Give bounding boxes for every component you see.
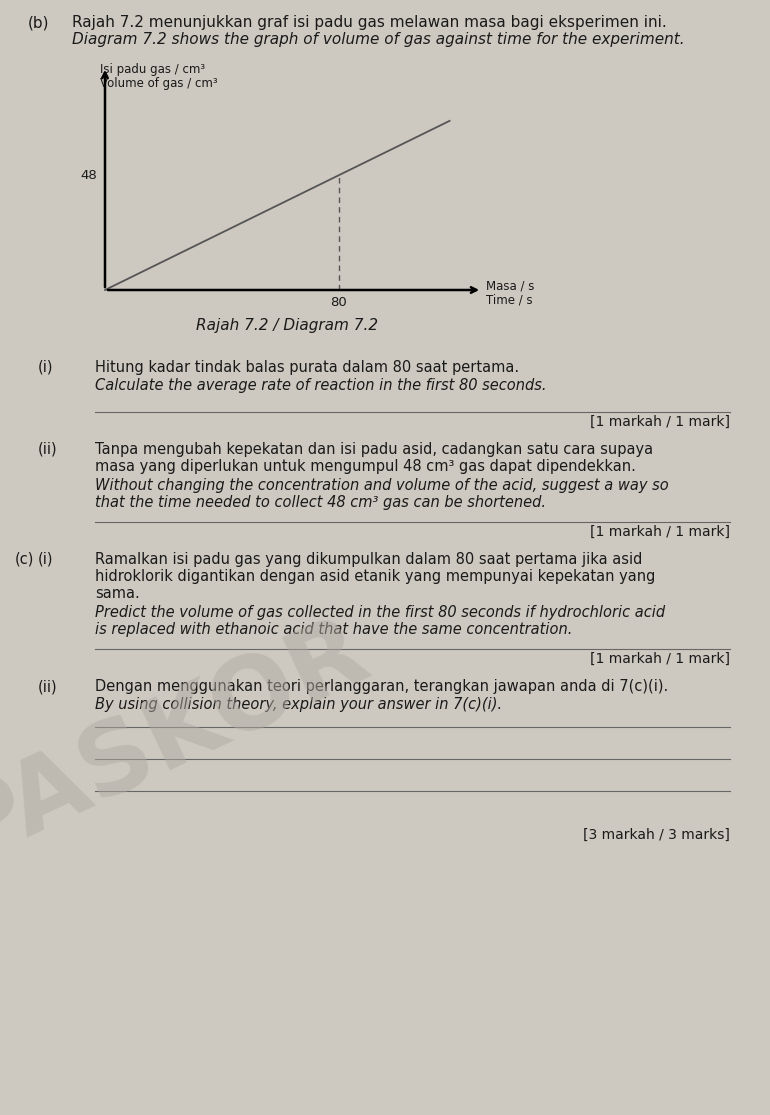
Text: (b): (b) <box>28 14 49 30</box>
Text: (i): (i) <box>38 552 53 568</box>
Text: Calculate the average rate of reaction in the first 80 seconds.: Calculate the average rate of reaction i… <box>95 378 547 392</box>
Text: [3 markah / 3 marks]: [3 markah / 3 marks] <box>583 828 730 842</box>
Text: Ramalkan isi padu gas yang dikumpulkan dalam 80 saat pertama jika asid: Ramalkan isi padu gas yang dikumpulkan d… <box>95 552 642 568</box>
Text: [1 markah / 1 mark]: [1 markah / 1 mark] <box>590 652 730 666</box>
Text: (ii): (ii) <box>38 442 58 457</box>
Text: By using collision theory, explain your answer in 7(c)(i).: By using collision theory, explain your … <box>95 697 502 712</box>
Text: 48: 48 <box>80 168 97 182</box>
Text: (c): (c) <box>15 552 35 568</box>
Text: Hitung kadar tindak balas purata dalam 80 saat pertama.: Hitung kadar tindak balas purata dalam 8… <box>95 360 519 375</box>
Text: is replaced with ethanoic acid that have the same concentration.: is replaced with ethanoic acid that have… <box>95 622 572 637</box>
Text: (ii): (ii) <box>38 679 58 694</box>
Text: Predict the volume of gas collected in the first 80 seconds if hydrochloric acid: Predict the volume of gas collected in t… <box>95 605 665 620</box>
Text: (i): (i) <box>38 360 53 375</box>
Text: [1 markah / 1 mark]: [1 markah / 1 mark] <box>590 525 730 539</box>
Text: Dengan menggunakan teori perlanggaran, terangkan jawapan anda di 7(c)(i).: Dengan menggunakan teori perlanggaran, t… <box>95 679 668 694</box>
Text: sama.: sama. <box>95 586 139 601</box>
Text: Masa / s: Masa / s <box>486 280 534 292</box>
Text: Diagram 7.2 shows the graph of volume of gas against time for the experiment.: Diagram 7.2 shows the graph of volume of… <box>72 32 685 47</box>
Text: Isi padu gas / cm³: Isi padu gas / cm³ <box>100 64 205 76</box>
Text: Time / s: Time / s <box>486 293 533 307</box>
Text: masa yang diperlukan untuk mengumpul 48 cm³ gas dapat dipendekkan.: masa yang diperlukan untuk mengumpul 48 … <box>95 459 636 474</box>
Text: PASKOR: PASKOR <box>0 601 383 879</box>
Text: [1 markah / 1 mark]: [1 markah / 1 mark] <box>590 415 730 429</box>
Text: Rajah 7.2 / Diagram 7.2: Rajah 7.2 / Diagram 7.2 <box>196 318 379 333</box>
Text: Tanpa mengubah kepekatan dan isi padu asid, cadangkan satu cara supaya: Tanpa mengubah kepekatan dan isi padu as… <box>95 442 653 457</box>
Text: Without changing the concentration and volume of the acid, suggest a way so: Without changing the concentration and v… <box>95 478 669 493</box>
Text: that the time needed to collect 48 cm³ gas can be shortened.: that the time needed to collect 48 cm³ g… <box>95 495 546 510</box>
Text: 80: 80 <box>330 295 347 309</box>
Text: hidroklorik digantikan dengan asid etanik yang mempunyai kepekatan yang: hidroklorik digantikan dengan asid etani… <box>95 569 655 584</box>
Text: Rajah 7.2 menunjukkan graf isi padu gas melawan masa bagi eksperimen ini.: Rajah 7.2 menunjukkan graf isi padu gas … <box>72 14 667 30</box>
Text: Volume of gas / cm³: Volume of gas / cm³ <box>100 77 218 90</box>
